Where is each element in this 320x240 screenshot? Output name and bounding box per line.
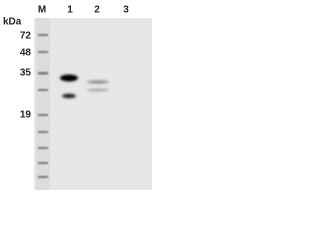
marker-label: 48 <box>20 48 32 59</box>
lane-label: 2 <box>94 5 100 16</box>
marker-label: 72 <box>20 31 32 42</box>
unit-label: kDa <box>3 17 22 28</box>
blot-figure: kDa M 1 2 3 72 48 35 19 <box>3 5 152 190</box>
ladder-band <box>38 162 48 164</box>
lane-label: 1 <box>67 5 73 16</box>
ladder-band <box>38 147 48 149</box>
ladder-band <box>38 72 48 75</box>
lane-2-bands <box>87 80 109 92</box>
lane-label: M <box>38 5 46 16</box>
ladder-band <box>38 176 48 178</box>
ladder-band <box>38 89 48 91</box>
band <box>87 88 109 92</box>
marker-label: 35 <box>20 68 32 79</box>
marker-label: 19 <box>20 110 32 121</box>
band <box>60 74 78 82</box>
band <box>87 80 109 84</box>
band <box>62 93 76 99</box>
ladder-band <box>38 34 48 36</box>
lane-1-bands <box>60 74 78 99</box>
ladder-band <box>38 131 48 133</box>
ladder <box>38 34 48 178</box>
ladder-band <box>38 51 48 53</box>
lane-label: 3 <box>123 5 129 16</box>
marker-lane <box>36 18 50 190</box>
ladder-band <box>38 114 48 116</box>
membrane <box>34 18 152 190</box>
